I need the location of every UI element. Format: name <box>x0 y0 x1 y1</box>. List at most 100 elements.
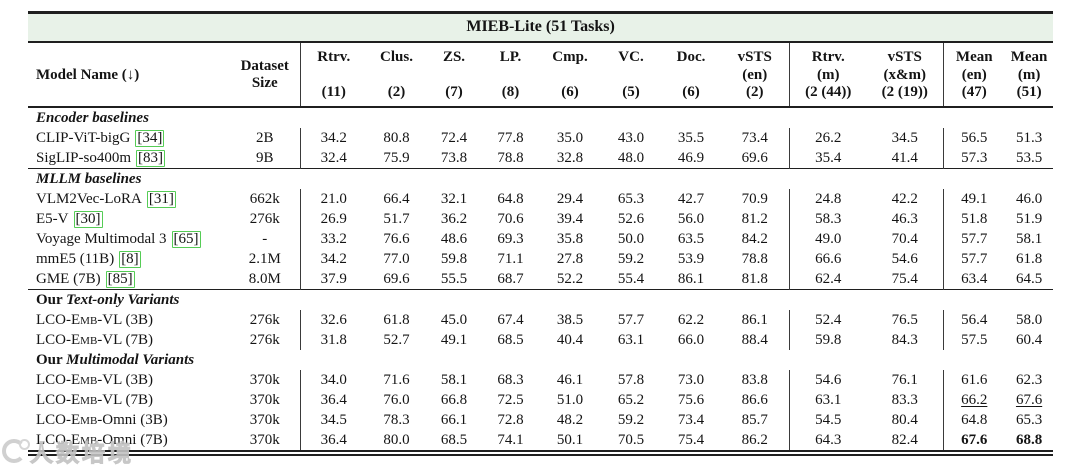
metric-value: 61.8 <box>383 312 410 328</box>
citation-link[interactable]: [30] <box>73 211 103 228</box>
metric-value: 76.6 <box>383 231 410 247</box>
value-cell-cmp: 38.5 <box>539 310 601 330</box>
citation-link[interactable]: [31] <box>146 191 176 208</box>
dataset-size-cell: 370k <box>230 390 301 410</box>
model-name-cell: VLM2Vec-LoRA [31] <box>28 189 230 209</box>
col-header-label: (x&m) <box>883 66 926 83</box>
metric-value: 75.9 <box>383 150 410 166</box>
metric-value: 54.6 <box>891 251 918 267</box>
model-name-suffix: -Omni (7B) <box>97 432 168 448</box>
metric-value: 32.1 <box>440 191 468 207</box>
metric-value: 80.8 <box>383 130 410 146</box>
metric-value: 51.7 <box>383 211 410 227</box>
value-cell-vsts-en: 78.8 <box>721 249 790 269</box>
value-cell-mean-en: 57.7 <box>943 229 1005 249</box>
metric-value: 68.5 <box>440 432 468 448</box>
value-cell-cmp: 40.4 <box>539 330 601 350</box>
col-header-doc: Doc. (6) <box>661 42 721 108</box>
metric-value: 21.0 <box>320 191 347 207</box>
citation-link[interactable]: [83] <box>136 150 166 167</box>
section-label: Multimodal Variants <box>66 352 195 368</box>
col-header-label: (5) <box>622 84 640 100</box>
col-header-label: (51) <box>1016 84 1042 100</box>
value-cell-cmp: 29.4 <box>539 189 601 209</box>
metric-value: 34.0 <box>320 372 347 388</box>
value-cell-rtrv-m: 62.4 <box>789 269 867 290</box>
model-name-smallcaps: Emb <box>71 432 98 448</box>
value-cell-vsts-xm: 54.6 <box>867 249 944 269</box>
model-name-cell: LCO-Emb-VL (3B) <box>28 370 230 390</box>
metric-value: 54.5 <box>815 412 842 428</box>
value-cell-doc: 75.6 <box>661 390 721 410</box>
col-header-label: (47) <box>961 84 987 100</box>
model-name: LCO- <box>36 432 71 448</box>
model-name-cell: LCO-Emb-Omni (7B) <box>28 430 230 452</box>
metric-value: 86.2 <box>741 432 768 448</box>
value-cell-doc: 63.5 <box>661 229 721 249</box>
metric-value: 35.4 <box>815 150 842 166</box>
citation-link[interactable]: [65] <box>171 231 201 248</box>
model-name-cell: CLIP-ViT-bigG [34] <box>28 128 230 148</box>
col-header-label: (7) <box>445 84 463 100</box>
metric-value: 78.8 <box>497 150 524 166</box>
col-header-zs: ZS. (7) <box>426 42 482 108</box>
citation-link[interactable]: [85] <box>105 271 135 288</box>
value-cell-zs: 68.5 <box>426 430 482 452</box>
col-header-label: (m) <box>1017 66 1041 83</box>
metric-value: 70.5 <box>617 432 645 448</box>
model-name-cell: SigLIP-so400m [83] <box>28 148 230 169</box>
table-body: Encoder baselines CLIP-ViT-bigG [34] 2B 34.2… <box>28 107 1054 452</box>
bottom-double-rule <box>28 454 1053 456</box>
value-cell-clus: 80.0 <box>367 430 426 452</box>
metric-value: 59.2 <box>617 412 645 428</box>
metric-value: 51.3 <box>1015 130 1043 146</box>
col-header-label: Clus. <box>380 49 413 65</box>
value-cell-mean-en: 57.5 <box>943 330 1005 350</box>
metric-value: 53.5 <box>1015 150 1043 166</box>
model-name-smallcaps: Emb <box>71 372 98 388</box>
metric-value: 86.6 <box>741 392 768 408</box>
citation-link[interactable]: [34] <box>135 130 165 147</box>
col-header-lp: LP. (8) <box>482 42 539 108</box>
col-header-vsts-xm: vSTS (x&m) (2 (19)) <box>867 42 944 108</box>
col-header-label: Doc. <box>676 49 706 65</box>
metric-value: 50.1 <box>556 432 584 448</box>
value-cell-clus: 80.8 <box>367 128 426 148</box>
value-cell-rtrv-m: 49.0 <box>789 229 867 249</box>
model-name-smallcaps: Emb <box>71 312 98 328</box>
metric-value: 49.1 <box>440 332 468 348</box>
citation-link[interactable]: [8] <box>119 251 141 268</box>
col-header-label: Rtrv. <box>811 49 845 65</box>
value-cell-lp: 72.5 <box>482 390 539 410</box>
metric-value: 41.4 <box>891 150 918 166</box>
metric-value: 71.1 <box>497 251 524 267</box>
value-cell-vsts-xm: 41.4 <box>867 148 944 169</box>
value-cell-vc: 59.2 <box>601 410 661 430</box>
metric-value: 69.6 <box>383 271 410 287</box>
metric-value: 52.7 <box>383 332 410 348</box>
metric-value: 64.8 <box>497 191 524 207</box>
value-cell-clus: 76.6 <box>367 229 426 249</box>
metric-value: 48.6 <box>440 231 468 247</box>
value-cell-rtrv: 26.9 <box>300 209 367 229</box>
value-cell-mean-en: 51.8 <box>943 209 1005 229</box>
value-cell-doc: 66.0 <box>661 330 721 350</box>
dataset-size-cell: 370k <box>230 430 301 452</box>
col-header-label: Dataset <box>240 58 289 74</box>
value-cell-clus: 61.8 <box>367 310 426 330</box>
metric-value: 46.9 <box>677 150 705 166</box>
value-cell-rtrv: 37.9 <box>300 269 367 290</box>
value-cell-zs: 72.4 <box>426 128 482 148</box>
metric-value: 78.3 <box>383 412 410 428</box>
metric-value: 65.3 <box>1015 412 1043 428</box>
section-label: Encoder baselines <box>36 110 149 126</box>
value-cell-vc: 52.6 <box>601 209 661 229</box>
metric-value: 75.6 <box>677 392 705 408</box>
metric-value: 46.1 <box>556 372 584 388</box>
value-cell-clus: 75.9 <box>367 148 426 169</box>
value-cell-rtrv-m: 24.8 <box>789 189 867 209</box>
metric-value: 46.3 <box>891 211 918 227</box>
model-name: LCO- <box>36 392 71 408</box>
value-cell-vsts-en: 84.2 <box>721 229 790 249</box>
